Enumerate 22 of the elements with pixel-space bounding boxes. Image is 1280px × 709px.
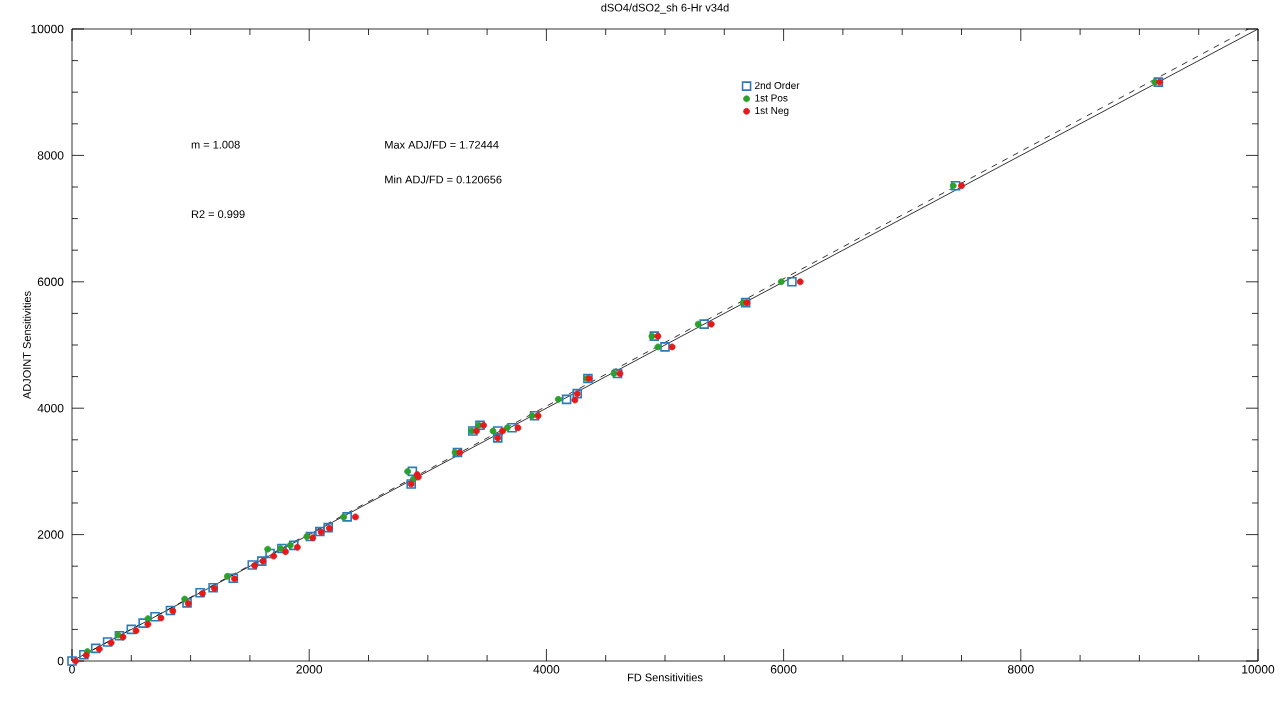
legend-label: 2nd Order [755, 81, 800, 89]
x-tick-label: 6000 [770, 665, 797, 674]
x-axis-title: FD Sensitivities [628, 673, 703, 682]
annotation: m = 1.008 [191, 140, 240, 149]
annotation: R2 = 0.999 [191, 210, 245, 219]
legend-label: 1st Neg [755, 107, 789, 117]
annotation: Max ADJ/FD = 1.72444 [385, 140, 499, 149]
x-tick-label: 2000 [296, 665, 323, 674]
chart-title: dSO4/dSO2_sh 6-Hr v34d [601, 3, 729, 14]
x-tick-label: 4000 [533, 665, 560, 674]
y-tick-label: 8000 [37, 151, 64, 160]
annotation: Min ADJ/FD = 0.120656 [385, 175, 502, 184]
y-tick-label: 0 [57, 656, 64, 666]
y-tick-label: 4000 [37, 403, 64, 413]
y-tick-label: 10000 [31, 24, 64, 34]
y-tick-label: 2000 [37, 530, 64, 539]
x-tick-label: 10000 [1242, 665, 1275, 674]
x-tick-label: 0 [69, 665, 75, 674]
legend-label: 1st Pos [755, 94, 788, 102]
y-axis-title: ADJOINT Sensitivities [22, 291, 31, 400]
y-tick-label: 6000 [37, 277, 64, 287]
x-tick-label: 8000 [1007, 665, 1034, 674]
